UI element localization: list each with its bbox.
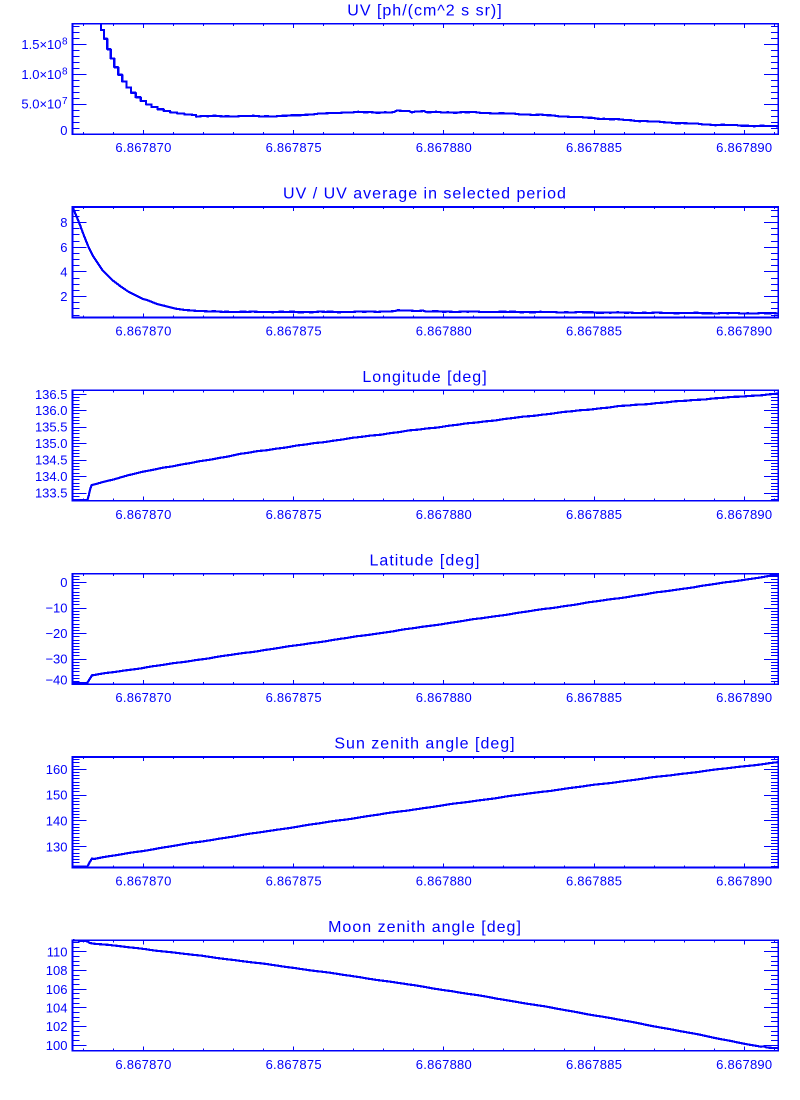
svg-text:6.867885: 6.867885 xyxy=(566,690,622,705)
svg-text:6.867885: 6.867885 xyxy=(566,324,622,339)
svg-text:8: 8 xyxy=(62,36,68,47)
svg-text:150: 150 xyxy=(46,788,68,803)
svg-text:6.867880: 6.867880 xyxy=(416,874,472,889)
svg-text:130: 130 xyxy=(46,839,68,854)
svg-text:6.867875: 6.867875 xyxy=(266,507,322,522)
svg-text:6.867890: 6.867890 xyxy=(716,507,772,522)
svg-text:140: 140 xyxy=(46,814,68,829)
svg-text:0: 0 xyxy=(60,123,67,138)
svg-text:108: 108 xyxy=(46,963,68,978)
svg-text:6.867890: 6.867890 xyxy=(716,1057,772,1072)
svg-text:135.0: 135.0 xyxy=(35,436,68,451)
svg-text:6.867870: 6.867870 xyxy=(115,1057,171,1072)
svg-text:134.5: 134.5 xyxy=(35,453,68,468)
svg-text:6.867875: 6.867875 xyxy=(266,140,322,155)
svg-text:6.867875: 6.867875 xyxy=(266,1057,322,1072)
svg-text:6.867885: 6.867885 xyxy=(566,874,622,889)
svg-text:Sun zenith angle [deg]: Sun zenith angle [deg] xyxy=(334,736,515,753)
svg-text:6: 6 xyxy=(60,240,67,255)
svg-text:Latitude [deg]: Latitude [deg] xyxy=(370,552,481,569)
svg-text:135.5: 135.5 xyxy=(35,420,68,435)
svg-text:−30: −30 xyxy=(45,652,67,667)
svg-text:136.0: 136.0 xyxy=(35,403,68,418)
svg-text:6.867880: 6.867880 xyxy=(416,1057,472,1072)
svg-text:0: 0 xyxy=(60,575,67,590)
svg-text:6.867875: 6.867875 xyxy=(266,324,322,339)
svg-text:5.0×10: 5.0×10 xyxy=(21,97,61,112)
svg-text:100: 100 xyxy=(46,1038,68,1053)
svg-text:110: 110 xyxy=(47,945,68,960)
svg-text:Moon zenith angle [deg]: Moon zenith angle [deg] xyxy=(328,919,522,936)
svg-text:106: 106 xyxy=(46,982,68,997)
svg-text:6.867880: 6.867880 xyxy=(416,324,472,339)
svg-text:1.0×10: 1.0×10 xyxy=(21,67,61,82)
svg-text:6.867870: 6.867870 xyxy=(115,140,171,155)
svg-text:160: 160 xyxy=(46,762,68,777)
svg-text:6.867890: 6.867890 xyxy=(716,324,772,339)
svg-text:−40: −40 xyxy=(45,673,67,688)
svg-text:6.867880: 6.867880 xyxy=(416,140,472,155)
svg-text:136.5: 136.5 xyxy=(35,387,68,402)
svg-text:6.867875: 6.867875 xyxy=(266,874,322,889)
svg-text:6.867880: 6.867880 xyxy=(416,690,472,705)
svg-text:6.867870: 6.867870 xyxy=(115,507,171,522)
svg-text:134.0: 134.0 xyxy=(35,469,68,484)
svg-text:UV [ph/(cm^2 s sr)]: UV [ph/(cm^2 s sr)] xyxy=(347,2,502,19)
svg-text:1.5×10: 1.5×10 xyxy=(21,37,61,52)
svg-text:Longitude [deg]: Longitude [deg] xyxy=(362,369,487,386)
svg-text:−20: −20 xyxy=(45,626,67,641)
svg-text:6.867875: 6.867875 xyxy=(266,690,322,705)
svg-text:8: 8 xyxy=(60,215,67,230)
svg-text:6.867870: 6.867870 xyxy=(115,324,171,339)
svg-text:6.867885: 6.867885 xyxy=(566,140,622,155)
svg-text:7: 7 xyxy=(62,96,68,107)
svg-text:4: 4 xyxy=(60,264,67,279)
svg-text:104: 104 xyxy=(46,1001,68,1016)
svg-text:UV / UV average in selected pe: UV / UV average in selected period xyxy=(283,186,567,203)
svg-text:102: 102 xyxy=(46,1019,68,1034)
svg-text:6.867880: 6.867880 xyxy=(416,507,472,522)
svg-text:6.867890: 6.867890 xyxy=(716,690,772,705)
svg-text:6.867890: 6.867890 xyxy=(716,874,772,889)
svg-text:6.867870: 6.867870 xyxy=(115,690,171,705)
svg-text:6.867885: 6.867885 xyxy=(566,507,622,522)
svg-text:8: 8 xyxy=(62,66,68,77)
svg-text:−10: −10 xyxy=(45,601,67,616)
svg-text:6.867885: 6.867885 xyxy=(566,1057,622,1072)
svg-text:6.867870: 6.867870 xyxy=(115,874,171,889)
svg-text:2: 2 xyxy=(60,289,67,304)
svg-text:133.5: 133.5 xyxy=(35,486,68,501)
svg-text:6.867890: 6.867890 xyxy=(716,140,772,155)
